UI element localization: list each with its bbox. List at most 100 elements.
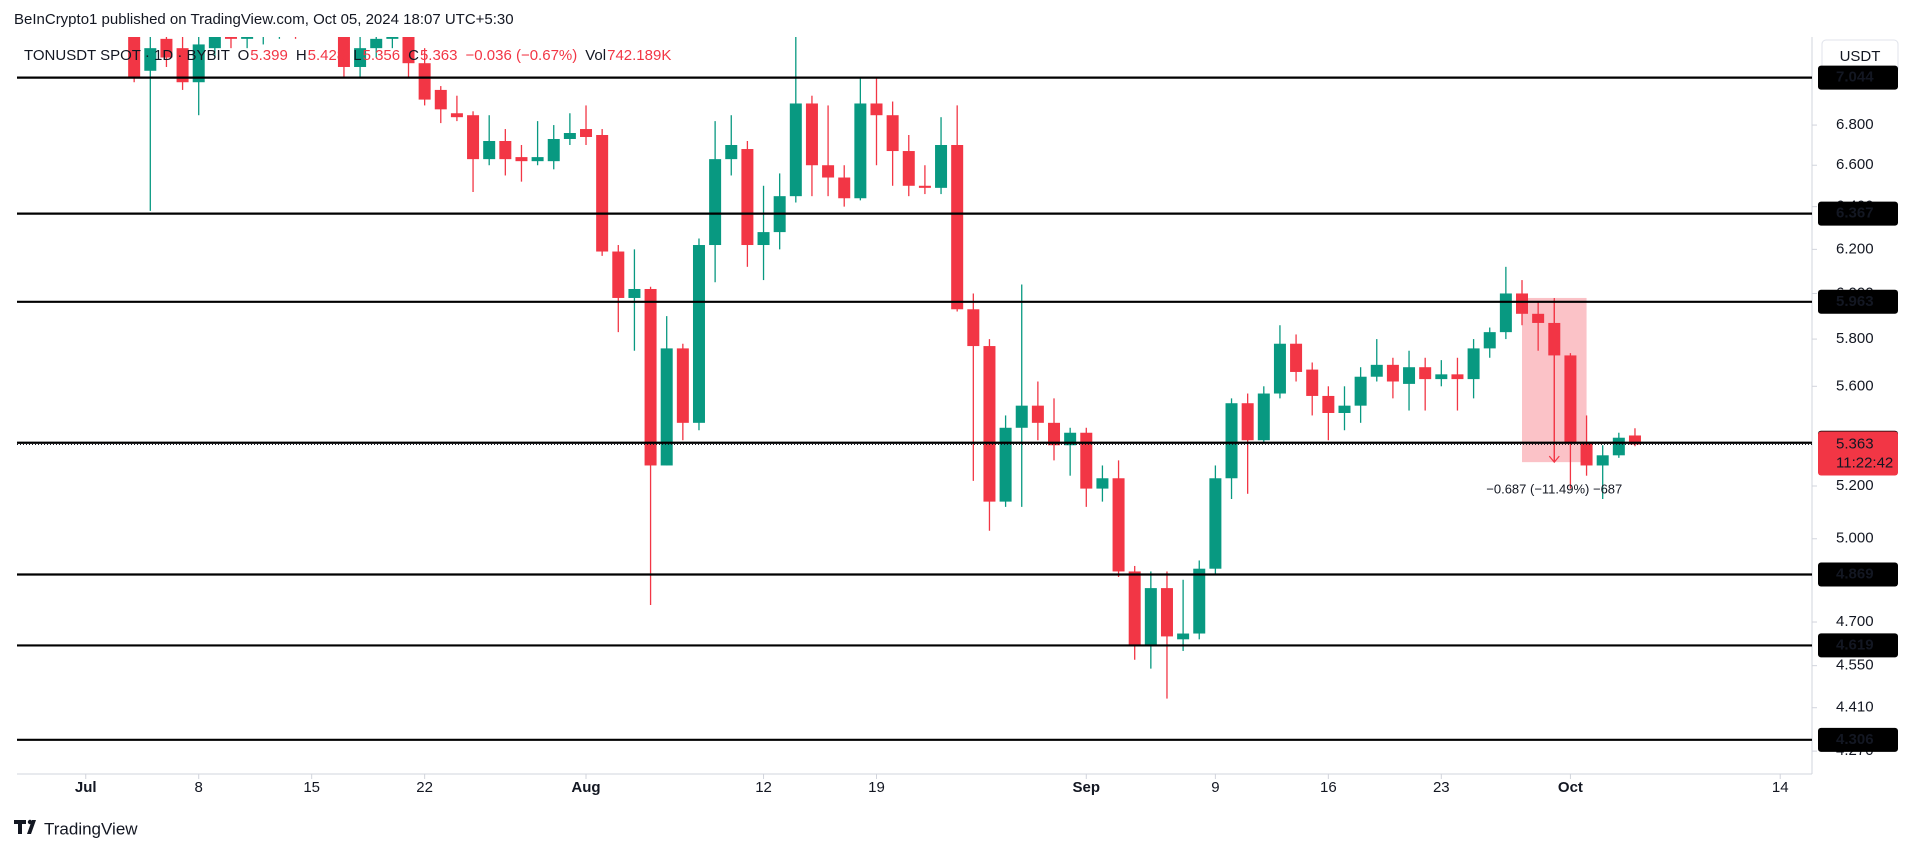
candle-body <box>434 89 447 110</box>
candle-body <box>563 133 576 139</box>
candle-body <box>1370 364 1383 377</box>
candle-body <box>160 38 173 58</box>
candle <box>1273 325 1286 399</box>
x-tick-label: 16 <box>1320 779 1337 796</box>
candle <box>789 37 802 203</box>
candle <box>1386 357 1399 399</box>
candle-body <box>1612 437 1625 456</box>
candle-body <box>1112 478 1125 572</box>
legend-item: 742.189K <box>607 47 671 64</box>
candle <box>192 37 205 116</box>
candle-body <box>1225 403 1238 479</box>
y-tick-label: 5.800 <box>1836 330 1874 347</box>
candle-body <box>580 129 593 137</box>
candle-body <box>628 288 641 298</box>
candle-body <box>1451 374 1464 380</box>
candle-body <box>951 145 964 310</box>
candle-body <box>176 48 189 83</box>
last-price-label: 5.363 <box>1836 435 1874 452</box>
candle <box>128 37 141 83</box>
candle <box>870 76 883 166</box>
candle-body <box>709 159 722 246</box>
last-price-box <box>1818 431 1898 476</box>
candle-body <box>1128 571 1141 646</box>
y-tick-label: 5.000 <box>1836 530 1874 547</box>
candle <box>854 76 867 201</box>
candle-body <box>499 140 512 160</box>
candle <box>1290 334 1303 382</box>
candle-body <box>1338 405 1351 413</box>
legend-item: −0.036 (−0.67%) <box>466 47 578 64</box>
level-label: 4.619 <box>1836 636 1874 653</box>
candle <box>741 140 754 267</box>
y-tick-label: 4.700 <box>1836 613 1874 630</box>
candle <box>144 37 157 211</box>
candle <box>499 129 512 176</box>
candle-body <box>1015 405 1028 428</box>
candle <box>176 37 189 90</box>
candle-body <box>789 103 802 197</box>
candle <box>370 37 383 58</box>
candle <box>1128 565 1141 660</box>
candle <box>628 249 641 351</box>
candle-body <box>918 185 931 188</box>
candle <box>1435 360 1448 387</box>
candle <box>999 415 1012 507</box>
legend-item: L <box>353 47 361 64</box>
currency[interactable]: USDT <box>1840 48 1881 65</box>
candle <box>531 121 544 166</box>
candle <box>1015 284 1028 507</box>
brand: TradingView <box>44 819 138 838</box>
candle <box>1096 465 1109 502</box>
legend-item: C <box>408 47 419 64</box>
candle <box>822 105 835 197</box>
candle <box>951 105 964 312</box>
candle-body <box>337 37 350 67</box>
candle-body <box>144 48 157 71</box>
candle <box>483 115 496 166</box>
candle <box>886 101 899 186</box>
candle <box>434 86 447 124</box>
candle <box>725 115 738 176</box>
legend-item: TONUSDT SPOT · 1D · BYBIT <box>24 47 230 64</box>
y-tick-label: 6.200 <box>1836 240 1874 257</box>
candle-body <box>1144 588 1157 646</box>
x-tick-label: 19 <box>868 779 885 796</box>
candle <box>402 37 415 77</box>
candle-body <box>660 348 673 466</box>
candle <box>1112 460 1125 577</box>
candle-body <box>1435 374 1448 380</box>
candle <box>1354 367 1367 423</box>
candle-body <box>192 44 205 83</box>
candle-body <box>370 38 383 49</box>
candle <box>1048 398 1061 461</box>
candle <box>1306 362 1319 416</box>
candle <box>709 121 722 283</box>
candle <box>1193 560 1206 640</box>
candle-body <box>467 115 480 160</box>
candle <box>1338 386 1351 431</box>
candle <box>757 185 770 281</box>
candle <box>450 95 463 122</box>
level-label: 7.044 <box>1836 69 1874 86</box>
candle-body <box>999 427 1012 502</box>
x-tick-label: 8 <box>195 779 203 796</box>
candle-body <box>1403 367 1416 384</box>
candle-body <box>741 149 754 246</box>
candle <box>983 339 996 531</box>
x-tick-label: 23 <box>1433 779 1450 796</box>
candle-body <box>515 157 528 162</box>
candle-body <box>1564 355 1577 443</box>
legend-item: 5.428 <box>308 47 346 64</box>
level-label-box <box>1818 201 1898 226</box>
candle-body <box>822 165 835 178</box>
level-label: 4.869 <box>1836 565 1874 582</box>
candle-body <box>692 245 705 423</box>
legend-item: 5.363 <box>420 47 458 64</box>
candle <box>262 37 264 45</box>
x-tick-label: Oct <box>1558 779 1583 796</box>
candle-body <box>1177 633 1190 640</box>
x-tick-label: 12 <box>755 779 772 796</box>
candle <box>612 245 625 333</box>
